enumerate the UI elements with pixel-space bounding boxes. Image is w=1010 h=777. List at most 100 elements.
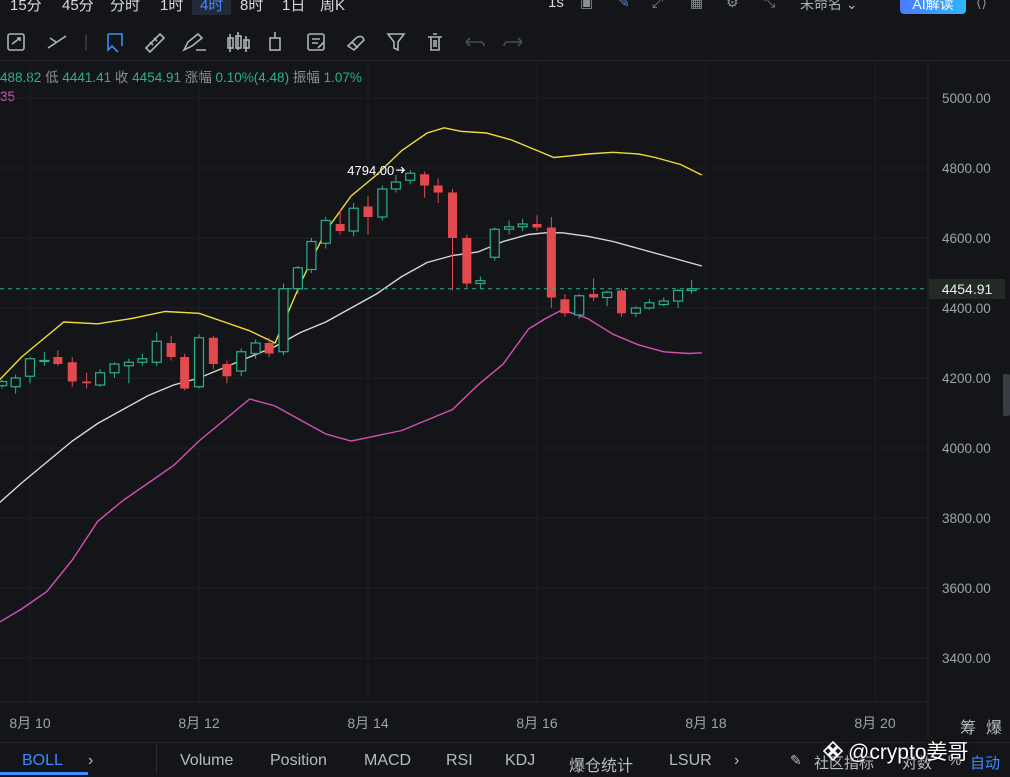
layout-dropdown[interactable]: 未命名 ⌄ [800, 0, 858, 12]
candle-body [517, 223, 528, 228]
edit-icon[interactable]: ✎ [790, 752, 802, 768]
candle-body [208, 337, 218, 364]
close-label: 收 [114, 70, 129, 85]
expand-icon[interactable]: ⤡ [764, 0, 776, 10]
timeframe-1d[interactable]: 1日 [282, 0, 306, 14]
magnet-icon[interactable] [346, 35, 365, 52]
indicator-tab-position[interactable]: Position [270, 752, 327, 769]
candle-body [151, 340, 162, 363]
redo-icon[interactable] [503, 37, 523, 47]
candlestick-chart[interactable]: 5000.00 4800.00 4600.00 4400.00 4200.00 4000.… [0, 62, 1010, 740]
scale-handle[interactable] [1003, 374, 1010, 416]
percent-scale-toggle[interactable]: % [948, 752, 962, 769]
candle-style-icon[interactable] [227, 32, 250, 52]
filter-icon[interactable] [386, 33, 406, 52]
change-value: 0.10%(4.48) [215, 70, 290, 85]
timeframe-8h[interactable]: 8时 [240, 0, 264, 14]
x-tick-label: 8月 12 [178, 715, 219, 731]
candle [630, 306, 641, 317]
community-indicators[interactable]: 社区指标 [814, 755, 875, 772]
candle [82, 372, 92, 389]
candle-body [193, 337, 205, 388]
x-tick-label: 8月 16 [516, 715, 557, 731]
pen-icon[interactable] [182, 32, 206, 52]
cross-line-icon[interactable] [47, 35, 67, 49]
timeframe-tick[interactable]: 分时 [110, 0, 141, 14]
candle-body [250, 342, 261, 355]
draw-icon[interactable]: ✎ [618, 0, 630, 10]
candle-body [123, 361, 134, 367]
log-scale-toggle[interactable]: 对数 [902, 755, 933, 772]
layout-icon[interactable]: ▦ [690, 0, 704, 10]
timeframe-45m[interactable]: 45分 [62, 0, 94, 14]
candle [24, 357, 36, 384]
indicator-tab-volume[interactable]: Volume [180, 752, 234, 769]
current-price-tag: 4454.91 [929, 278, 1005, 299]
candle-body [420, 174, 430, 186]
note-icon[interactable] [307, 33, 325, 51]
y-tick-label: 4400.00 [942, 301, 991, 316]
candle-body [95, 372, 106, 386]
boll-up-line [0, 127, 703, 381]
candle-body [532, 224, 542, 228]
candle-body [236, 351, 247, 372]
indicator-tab-rsi[interactable]: RSI [446, 752, 473, 769]
candle-body [475, 280, 486, 285]
candle-body [39, 359, 50, 363]
candle [292, 266, 303, 294]
timeframe-4h[interactable]: 4时 [192, 0, 232, 15]
y-tick-label: 3800.00 [942, 511, 991, 526]
candle-body [390, 181, 401, 190]
indicator-tab-lsur[interactable]: LSUR [669, 752, 712, 769]
candle [390, 175, 401, 193]
trash-icon[interactable] [428, 33, 442, 51]
candle-body [82, 381, 92, 384]
candle [673, 288, 684, 308]
ruler-icon[interactable] [144, 32, 166, 54]
timeframe-1w[interactable]: 周K [320, 0, 346, 14]
main-indicator-more[interactable]: › [88, 752, 94, 769]
indicator-bar [0, 742, 1010, 777]
candle [151, 332, 162, 366]
ai-interpret-button[interactable]: AI解读 [900, 0, 966, 14]
liquidation-button[interactable]: 爆 [986, 720, 1003, 737]
undo-icon[interactable] [465, 37, 485, 47]
x-tick-label: 8月 20 [854, 715, 895, 731]
candle [320, 217, 331, 249]
timeframe-1h[interactable]: 1时 [160, 0, 184, 14]
candle-body [53, 357, 63, 364]
candle [405, 170, 416, 184]
indicator-tab-boll[interactable]: BOLL [22, 752, 63, 769]
sync-chart-icon[interactable] [7, 33, 25, 51]
candle-body [306, 240, 317, 271]
candle-body [166, 343, 176, 357]
camera-icon[interactable]: ▣ [580, 0, 594, 10]
candle-body [363, 206, 373, 217]
candle [348, 203, 359, 237]
candle-body [222, 364, 232, 377]
toolbar-separator [0, 60, 1010, 61]
indicator-tab-macd[interactable]: MACD [364, 752, 412, 769]
indicator-tab-kdj[interactable]: KDJ [505, 752, 536, 769]
auto-scale-toggle[interactable]: 自动 [970, 755, 1001, 772]
boll-dn-line [0, 309, 702, 623]
bar-style-icon[interactable] [269, 32, 281, 51]
share-icon[interactable]: ⟨⟩ [976, 0, 987, 10]
candle [532, 215, 542, 231]
fullscreen-icon[interactable]: ⤢ [652, 0, 664, 10]
chip-distribution-button[interactable]: 筹 [960, 720, 977, 737]
settings-icon[interactable]: ⚙ [726, 0, 739, 10]
timeframe-15m[interactable]: 15分 [10, 0, 42, 14]
low-label: 低 [45, 70, 59, 85]
indicator-divider [156, 744, 157, 774]
candle [546, 217, 556, 308]
cursor-icon[interactable] [107, 33, 123, 53]
candle-body [504, 226, 515, 230]
amplitude-label: 振幅 [292, 70, 320, 85]
indicator-tab-liquidation[interactable]: 爆仓统计 [569, 758, 634, 775]
boll-mb-line [0, 232, 702, 504]
more-timeframes[interactable]: 1s [548, 0, 564, 11]
y-tick-label: 3400.00 [942, 651, 991, 666]
sub-indicator-more[interactable]: › [734, 752, 740, 769]
price-axis: 5000.00 4800.00 4600.00 4400.00 4200.00 4000.… [942, 91, 991, 666]
